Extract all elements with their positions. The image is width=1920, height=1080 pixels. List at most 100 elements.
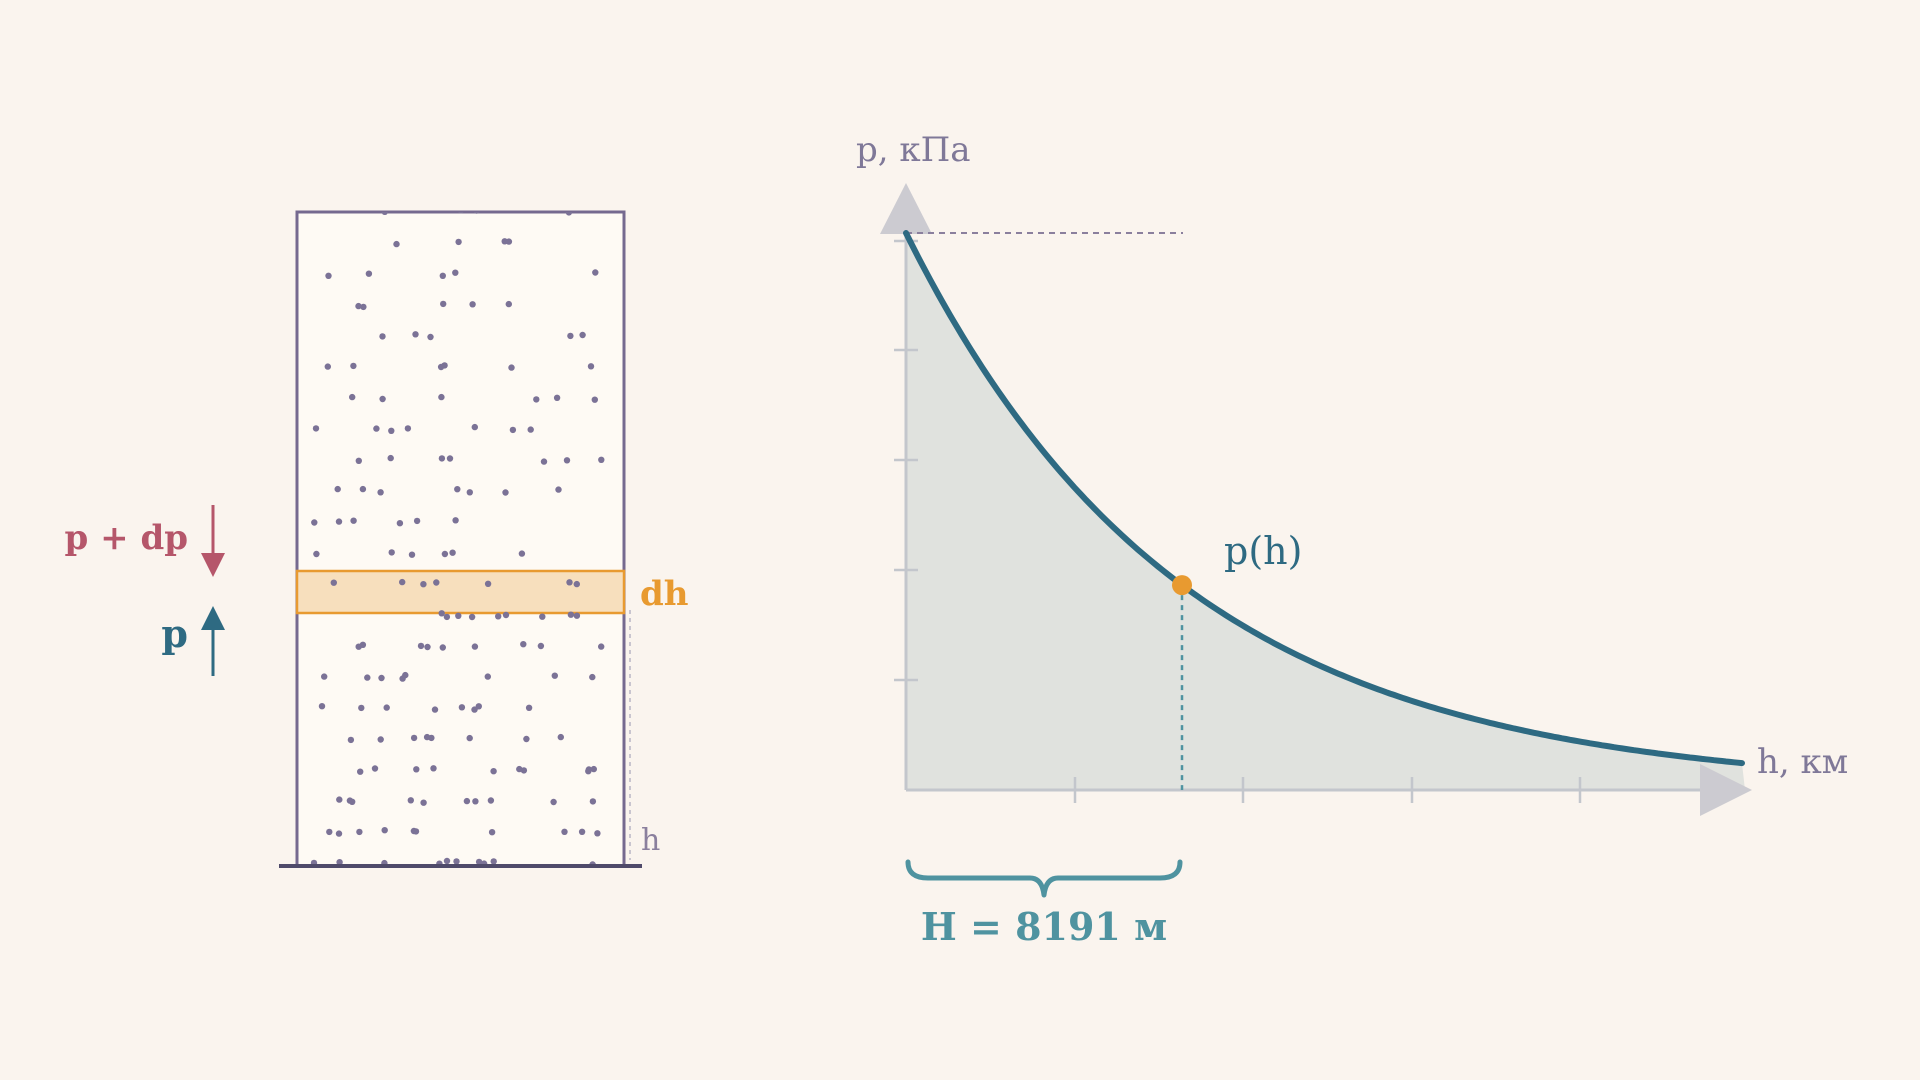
- air-particle: [336, 859, 343, 866]
- air-particle: [589, 798, 597, 805]
- air-particle: [533, 396, 540, 403]
- air-particle: [318, 703, 326, 710]
- arrow-up-icon: [201, 606, 225, 676]
- air-particle: [379, 333, 386, 340]
- air-particle: [458, 212, 464, 214]
- air-particle: [407, 797, 414, 804]
- air-particle: [438, 610, 445, 617]
- scale-height-brace: [905, 859, 1183, 898]
- air-particle: [520, 641, 527, 648]
- air-particle: [377, 489, 384, 496]
- air-particle: [565, 212, 573, 216]
- air-particle: [443, 613, 451, 621]
- air-particle: [585, 768, 592, 775]
- air-particle: [454, 486, 461, 493]
- air-particle: [360, 303, 367, 311]
- air-particle: [578, 828, 586, 835]
- air-particle: [505, 238, 513, 245]
- air-particle: [551, 672, 558, 679]
- air-particle: [598, 456, 605, 463]
- curve-point: [1172, 575, 1192, 596]
- air-particle: [473, 212, 480, 214]
- air-particle: [518, 550, 526, 557]
- air-particle: [590, 765, 597, 773]
- air-particle: [561, 828, 568, 835]
- air-particle: [410, 734, 418, 742]
- air-particle: [488, 829, 496, 836]
- air-particle: [487, 797, 495, 804]
- air-particle: [377, 736, 384, 743]
- air-particle: [427, 333, 434, 341]
- air-particle: [311, 519, 318, 526]
- air-particle: [471, 706, 478, 713]
- air-particle: [364, 674, 371, 681]
- air-particle: [381, 827, 388, 834]
- air-particle: [335, 830, 343, 837]
- air-particle: [355, 302, 362, 310]
- column-border: [295, 210, 626, 868]
- x-ticks: [1073, 777, 1582, 803]
- arrow-down-icon: [201, 505, 225, 577]
- air-particle: [437, 363, 445, 371]
- air-particle: [387, 454, 394, 462]
- air-particle: [557, 733, 564, 741]
- air-particle: [540, 458, 548, 465]
- air-particle: [516, 765, 523, 773]
- air-particle: [443, 857, 451, 865]
- y-axis-arrow-icon: [880, 183, 932, 234]
- air-particle: [326, 828, 333, 836]
- air-particle: [523, 735, 530, 743]
- y-ticks: [894, 239, 918, 682]
- air-particle: [455, 238, 462, 246]
- air-particle: [452, 517, 459, 524]
- air-particle: [594, 830, 601, 837]
- air-particle: [539, 613, 546, 620]
- air-particle: [433, 579, 440, 586]
- air-particle: [420, 581, 427, 588]
- air-particle: [334, 485, 341, 493]
- air-particle: [330, 579, 337, 586]
- air-particle: [563, 457, 571, 464]
- air-particle: [399, 578, 406, 586]
- air-column: h dh p + dp p: [65, 210, 689, 868]
- air-particle: [508, 364, 515, 371]
- air-particle: [469, 301, 476, 308]
- air-particle: [378, 674, 385, 682]
- air-particle: [502, 489, 509, 496]
- x-axis-label: h, км: [1757, 742, 1848, 782]
- air-particle: [417, 642, 425, 650]
- air-particle: [335, 518, 343, 525]
- x-axis-arrow-icon: [1700, 764, 1752, 816]
- layer-dh: [295, 569, 626, 615]
- air-particle: [383, 704, 390, 711]
- air-particle: [553, 394, 561, 401]
- air-particle: [502, 611, 510, 619]
- air-particle: [412, 331, 419, 338]
- air-particle: [589, 673, 596, 681]
- air-particle: [484, 673, 491, 680]
- air-particle: [463, 797, 471, 805]
- air-particle: [412, 828, 420, 835]
- air-particle: [355, 457, 362, 464]
- air-particle: [441, 550, 449, 558]
- point-label: p(h): [1224, 529, 1302, 573]
- air-particle: [592, 269, 599, 276]
- air-particle: [312, 425, 320, 432]
- air-particle: [495, 613, 502, 620]
- air-particle: [458, 704, 466, 711]
- pressure-graph: p(h) p, кПа h, км H = 8191 м: [856, 130, 1848, 949]
- air-particle: [358, 704, 365, 712]
- air-particle: [471, 423, 478, 431]
- air-particle: [347, 736, 355, 744]
- scale-height-label: H = 8191 м: [921, 904, 1167, 949]
- air-particle: [555, 486, 562, 493]
- air-particle: [356, 828, 363, 836]
- air-particle: [346, 797, 354, 804]
- air-particle: [350, 362, 357, 370]
- height-label: h: [641, 823, 660, 858]
- air-particle: [591, 396, 598, 403]
- air-particle: [349, 393, 356, 401]
- air-particle: [420, 799, 427, 806]
- air-particle: [431, 706, 439, 713]
